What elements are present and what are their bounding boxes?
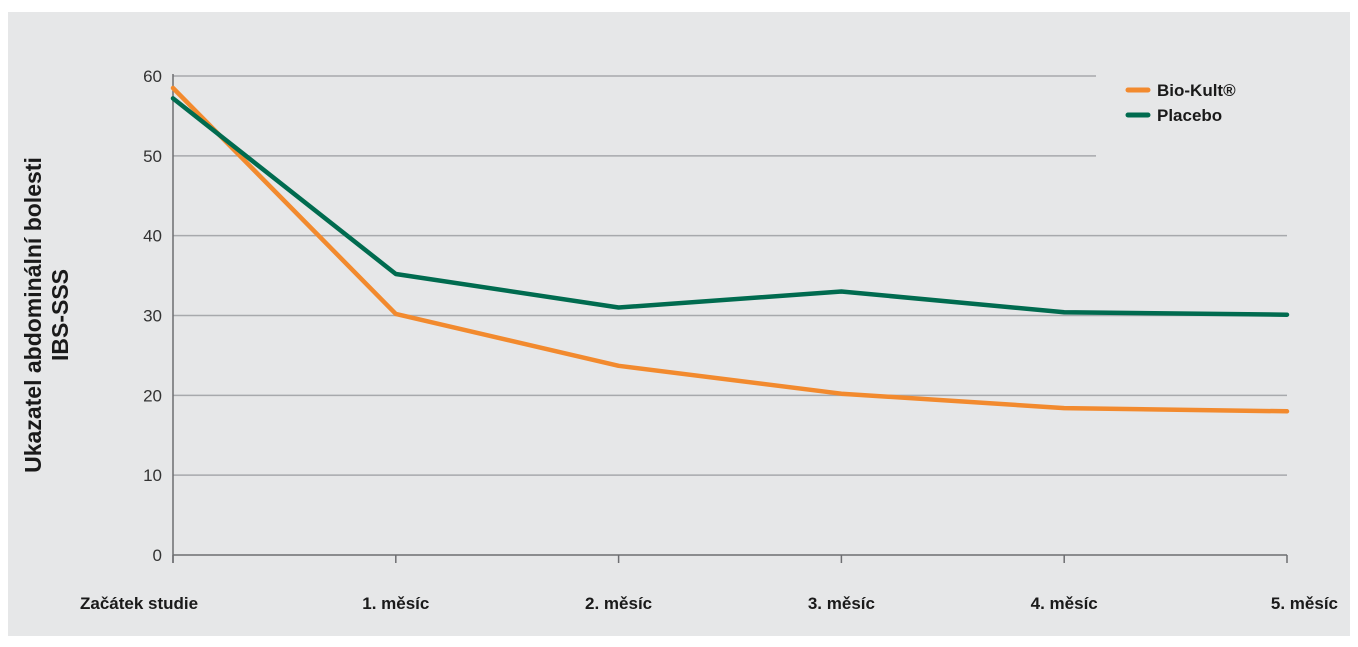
legend-label-placebo: Placebo	[1157, 106, 1222, 125]
y-axis-label-line2: IBS-SSS	[47, 269, 73, 361]
line-chart: 0 10 20 30 40 50 60 Začátek studie 1. měsíc 2. mě…	[8, 12, 1350, 636]
y-tick-label: 10	[143, 466, 162, 485]
x-tick-label: 1. měsíc	[362, 594, 429, 613]
x-tick-label: Začátek studie	[80, 594, 198, 613]
axis-labels: Ukazatel abdominální bolesti IBS-SSS	[20, 157, 73, 473]
series-line-placebo	[173, 98, 1287, 314]
gridlines	[173, 76, 1287, 475]
series-lines	[173, 88, 1287, 411]
y-tick-label: 40	[143, 227, 162, 246]
x-tick-label: 3. měsíc	[808, 594, 875, 613]
series-line-bio-kult	[173, 88, 1287, 411]
y-tick-label: 60	[143, 67, 162, 86]
x-tick-label: 2. měsíc	[585, 594, 652, 613]
y-tick-label: 30	[143, 307, 162, 326]
legend: Bio-Kult® Placebo	[1128, 81, 1236, 125]
legend-label-bio-kult: Bio-Kult®	[1157, 81, 1236, 100]
axes: 0 10 20 30 40 50 60 Začátek studie 1. měsíc 2. mě…	[80, 67, 1338, 613]
y-tick-label: 0	[153, 546, 162, 565]
x-tick-label: 5. měsíc	[1271, 594, 1338, 613]
y-tick-label: 50	[143, 147, 162, 166]
chart-panel: 0 10 20 30 40 50 60 Začátek studie 1. měsíc 2. mě…	[8, 12, 1350, 636]
x-tick-label: 4. měsíc	[1031, 594, 1098, 613]
y-tick-label: 20	[143, 386, 162, 405]
y-axis-label-line1: Ukazatel abdominální bolesti	[20, 157, 46, 473]
